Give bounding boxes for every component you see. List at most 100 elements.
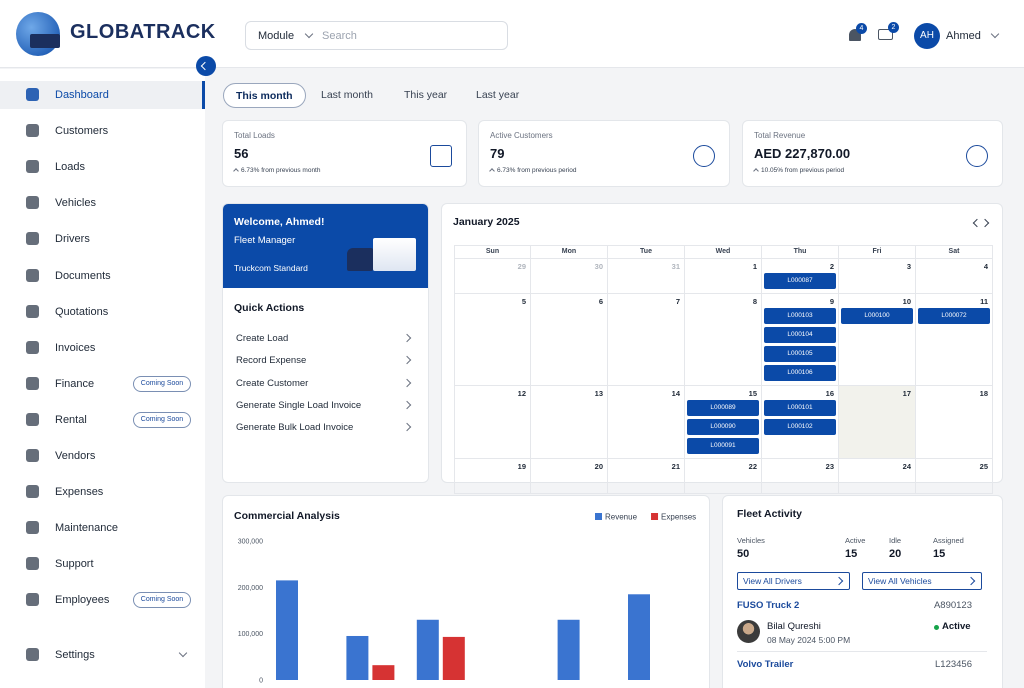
sidebar-label[interactable]: Employees [55, 594, 110, 607]
quick-action-label[interactable]: Record Expense [236, 355, 307, 367]
button-label[interactable]: View All Drivers [743, 576, 802, 586]
sidebar-label[interactable]: Invoices [55, 341, 96, 354]
button-label[interactable]: View All Vehicles [868, 576, 932, 586]
quick-action-label[interactable]: Generate Single Load Invoice [236, 399, 362, 411]
sidebar-item[interactable]: Expenses [0, 478, 205, 506]
sidebar-item[interactable]: Vehicles [0, 189, 205, 217]
calendar-day[interactable]: 22 [685, 459, 762, 494]
sidebar-item[interactable]: Finance Coming Soon [0, 370, 205, 398]
sidebar-item[interactable]: Quotations [0, 298, 205, 326]
calendar-day[interactable]: 30 [531, 259, 608, 294]
load-event[interactable]: L000102 [764, 419, 836, 435]
user-avatar[interactable]: AH [914, 23, 940, 49]
load-event[interactable]: L000106 [764, 365, 836, 381]
sidebar-settings[interactable]: Settings [0, 641, 205, 669]
sidebar-item[interactable]: Loads [0, 153, 205, 181]
sidebar-label[interactable]: Rental [55, 413, 87, 426]
sidebar-item[interactable]: Drivers [0, 225, 205, 253]
period-tab[interactable]: Last year [476, 89, 520, 101]
sidebar-label[interactable]: Maintenance [55, 522, 118, 535]
quick-action-label[interactable]: Create Customer [236, 377, 309, 389]
search-placeholder[interactable]: Search [322, 30, 357, 42]
calendar-day[interactable]: 24 [839, 459, 916, 494]
calendar-day[interactable]: 23 [762, 459, 839, 494]
sidebar-label[interactable]: Expenses [55, 486, 104, 499]
calendar-day[interactable]: 7 [608, 294, 685, 386]
sidebar-item[interactable]: Vendors [0, 442, 205, 470]
sidebar-label[interactable]: Vendors [55, 450, 96, 462]
sidebar-label[interactable]: Support [55, 558, 94, 571]
messages-button[interactable]: 2 [878, 22, 899, 40]
user-name[interactable]: Ahmed [946, 30, 981, 42]
search-box[interactable]: Module Search [245, 21, 508, 50]
calendar-day[interactable]: 15 L000089 L000090 L000091 [685, 386, 762, 459]
load-event[interactable]: L000087 [764, 273, 836, 289]
sidebar-label[interactable]: Dashboard [55, 89, 109, 101]
period-tab[interactable]: This month [223, 83, 306, 108]
calendar-day[interactable]: 19 [454, 459, 531, 494]
calendar-day[interactable]: 16 L000101 L000102 [762, 386, 839, 459]
calendar-day[interactable]: 25 [916, 459, 993, 494]
sidebar-item[interactable]: Dashboard [0, 81, 205, 109]
sidebar-item[interactable]: Employees Coming Soon [0, 586, 205, 614]
view-all-button[interactable]: View All Vehicles [862, 572, 982, 590]
vehicle-name[interactable]: Volvo Trailer [737, 659, 794, 670]
load-event[interactable]: L000091 [687, 438, 759, 454]
settings-label[interactable]: Settings [55, 649, 95, 661]
sidebar-label[interactable]: Customers [55, 125, 109, 138]
quick-action[interactable]: Create Load [223, 330, 428, 348]
calendar-day[interactable]: 2 L000087 [762, 259, 839, 294]
collapse-button[interactable] [196, 56, 216, 76]
sidebar-item[interactable]: Customers [0, 117, 205, 145]
calendar-day[interactable]: 29 [454, 259, 531, 294]
load-event[interactable]: L000072 [918, 308, 990, 324]
calendar-day[interactable]: 14 [608, 386, 685, 459]
load-event[interactable]: L000101 [764, 400, 836, 416]
sidebar-label[interactable]: Finance [55, 377, 95, 390]
sidebar-label[interactable]: Quotations [55, 305, 109, 318]
calendar-day[interactable]: 1 [685, 259, 762, 294]
sidebar-item[interactable]: Documents [0, 262, 205, 290]
calendar-day[interactable]: 5 [454, 294, 531, 386]
load-event[interactable]: L000103 [764, 308, 836, 324]
calendar-day[interactable]: 10 L000100 [839, 294, 916, 386]
quick-action[interactable]: Generate Single Load Invoice [223, 397, 428, 415]
calendar-day[interactable]: 20 [531, 459, 608, 494]
calendar-day[interactable]: 12 [454, 386, 531, 459]
quick-action-label[interactable]: Create Load [236, 333, 289, 344]
calendar-day[interactable]: 18 [916, 386, 993, 459]
quick-action-label[interactable]: Generate Bulk Load Invoice [236, 422, 354, 434]
quick-action[interactable]: Create Customer [223, 375, 428, 393]
notifications-button[interactable]: 4 [848, 23, 867, 42]
calendar-day[interactable]: 31 [608, 259, 685, 294]
sidebar-item[interactable]: Support [0, 550, 205, 578]
calendar-day[interactable]: 17 [839, 386, 916, 459]
period-tab[interactable]: Last month [321, 89, 373, 101]
load-event[interactable]: L000090 [687, 419, 759, 435]
sidebar-item[interactable]: Rental Coming Soon [0, 406, 205, 434]
module-select[interactable]: Module [258, 30, 295, 42]
calendar-day[interactable]: 9 L000103 L000104 L000105 L000106 [762, 294, 839, 386]
calendar-day[interactable]: 3 [839, 259, 916, 294]
load-event[interactable]: L000100 [841, 308, 913, 324]
sidebar-label[interactable]: Drivers [55, 233, 90, 246]
sidebar-item[interactable]: Invoices [0, 334, 205, 362]
load-event[interactable]: L000105 [764, 346, 836, 362]
load-event[interactable]: L000089 [687, 400, 759, 416]
calendar-day[interactable]: 11 L000072 [916, 294, 993, 386]
calendar-day[interactable]: 4 [916, 259, 993, 294]
calendar-day[interactable]: 6 [531, 294, 608, 386]
sidebar-label[interactable]: Loads [55, 161, 85, 174]
calendar-day[interactable]: 8 [685, 294, 762, 386]
sidebar-item[interactable]: Maintenance [0, 514, 205, 542]
sidebar-label[interactable]: Vehicles [55, 197, 96, 210]
quick-action[interactable]: Generate Bulk Load Invoice [223, 419, 428, 437]
vehicle-name[interactable]: FUSO Truck 2 [737, 600, 800, 611]
load-event[interactable]: L000104 [764, 327, 836, 343]
period-tab[interactable]: This year [404, 89, 448, 101]
quick-action[interactable]: Record Expense [223, 352, 428, 370]
calendar-day[interactable]: 13 [531, 386, 608, 459]
view-all-button[interactable]: View All Drivers [737, 572, 850, 590]
calendar-day[interactable]: 21 [608, 459, 685, 494]
sidebar-label[interactable]: Documents [55, 269, 111, 282]
